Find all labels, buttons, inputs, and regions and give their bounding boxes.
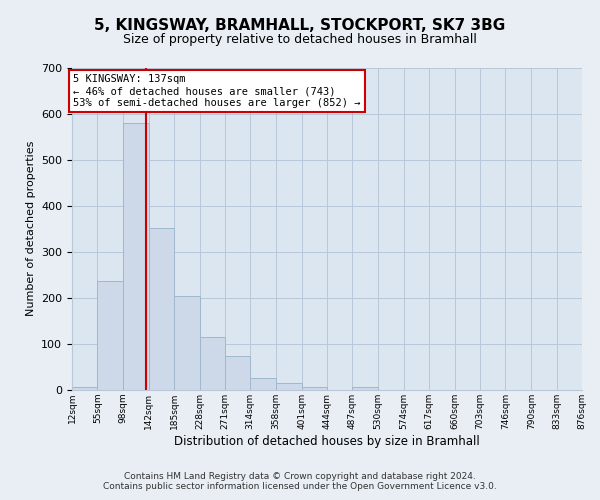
Bar [72, 387, 97, 390]
Text: 5, KINGSWAY, BRAMHALL, STOCKPORT, SK7 3BG: 5, KINGSWAY, BRAMHALL, STOCKPORT, SK7 3B… [94, 18, 506, 32]
Bar [199, 336, 225, 390]
Y-axis label: Number of detached properties: Number of detached properties [26, 141, 35, 316]
Bar [352, 387, 378, 390]
Bar [250, 378, 276, 390]
Bar [174, 296, 199, 390]
Bar [97, 282, 123, 390]
Text: Contains public sector information licensed under the Open Government Licence v3: Contains public sector information licen… [103, 482, 497, 491]
Bar [149, 228, 174, 390]
Bar [276, 383, 302, 390]
Bar [123, 123, 149, 390]
Bar [302, 387, 327, 390]
Text: Size of property relative to detached houses in Bramhall: Size of property relative to detached ho… [123, 32, 477, 46]
Bar [225, 356, 250, 390]
Text: Contains HM Land Registry data © Crown copyright and database right 2024.: Contains HM Land Registry data © Crown c… [124, 472, 476, 481]
X-axis label: Distribution of detached houses by size in Bramhall: Distribution of detached houses by size … [174, 434, 480, 448]
Text: 5 KINGSWAY: 137sqm
← 46% of detached houses are smaller (743)
53% of semi-detach: 5 KINGSWAY: 137sqm ← 46% of detached hou… [73, 74, 361, 108]
